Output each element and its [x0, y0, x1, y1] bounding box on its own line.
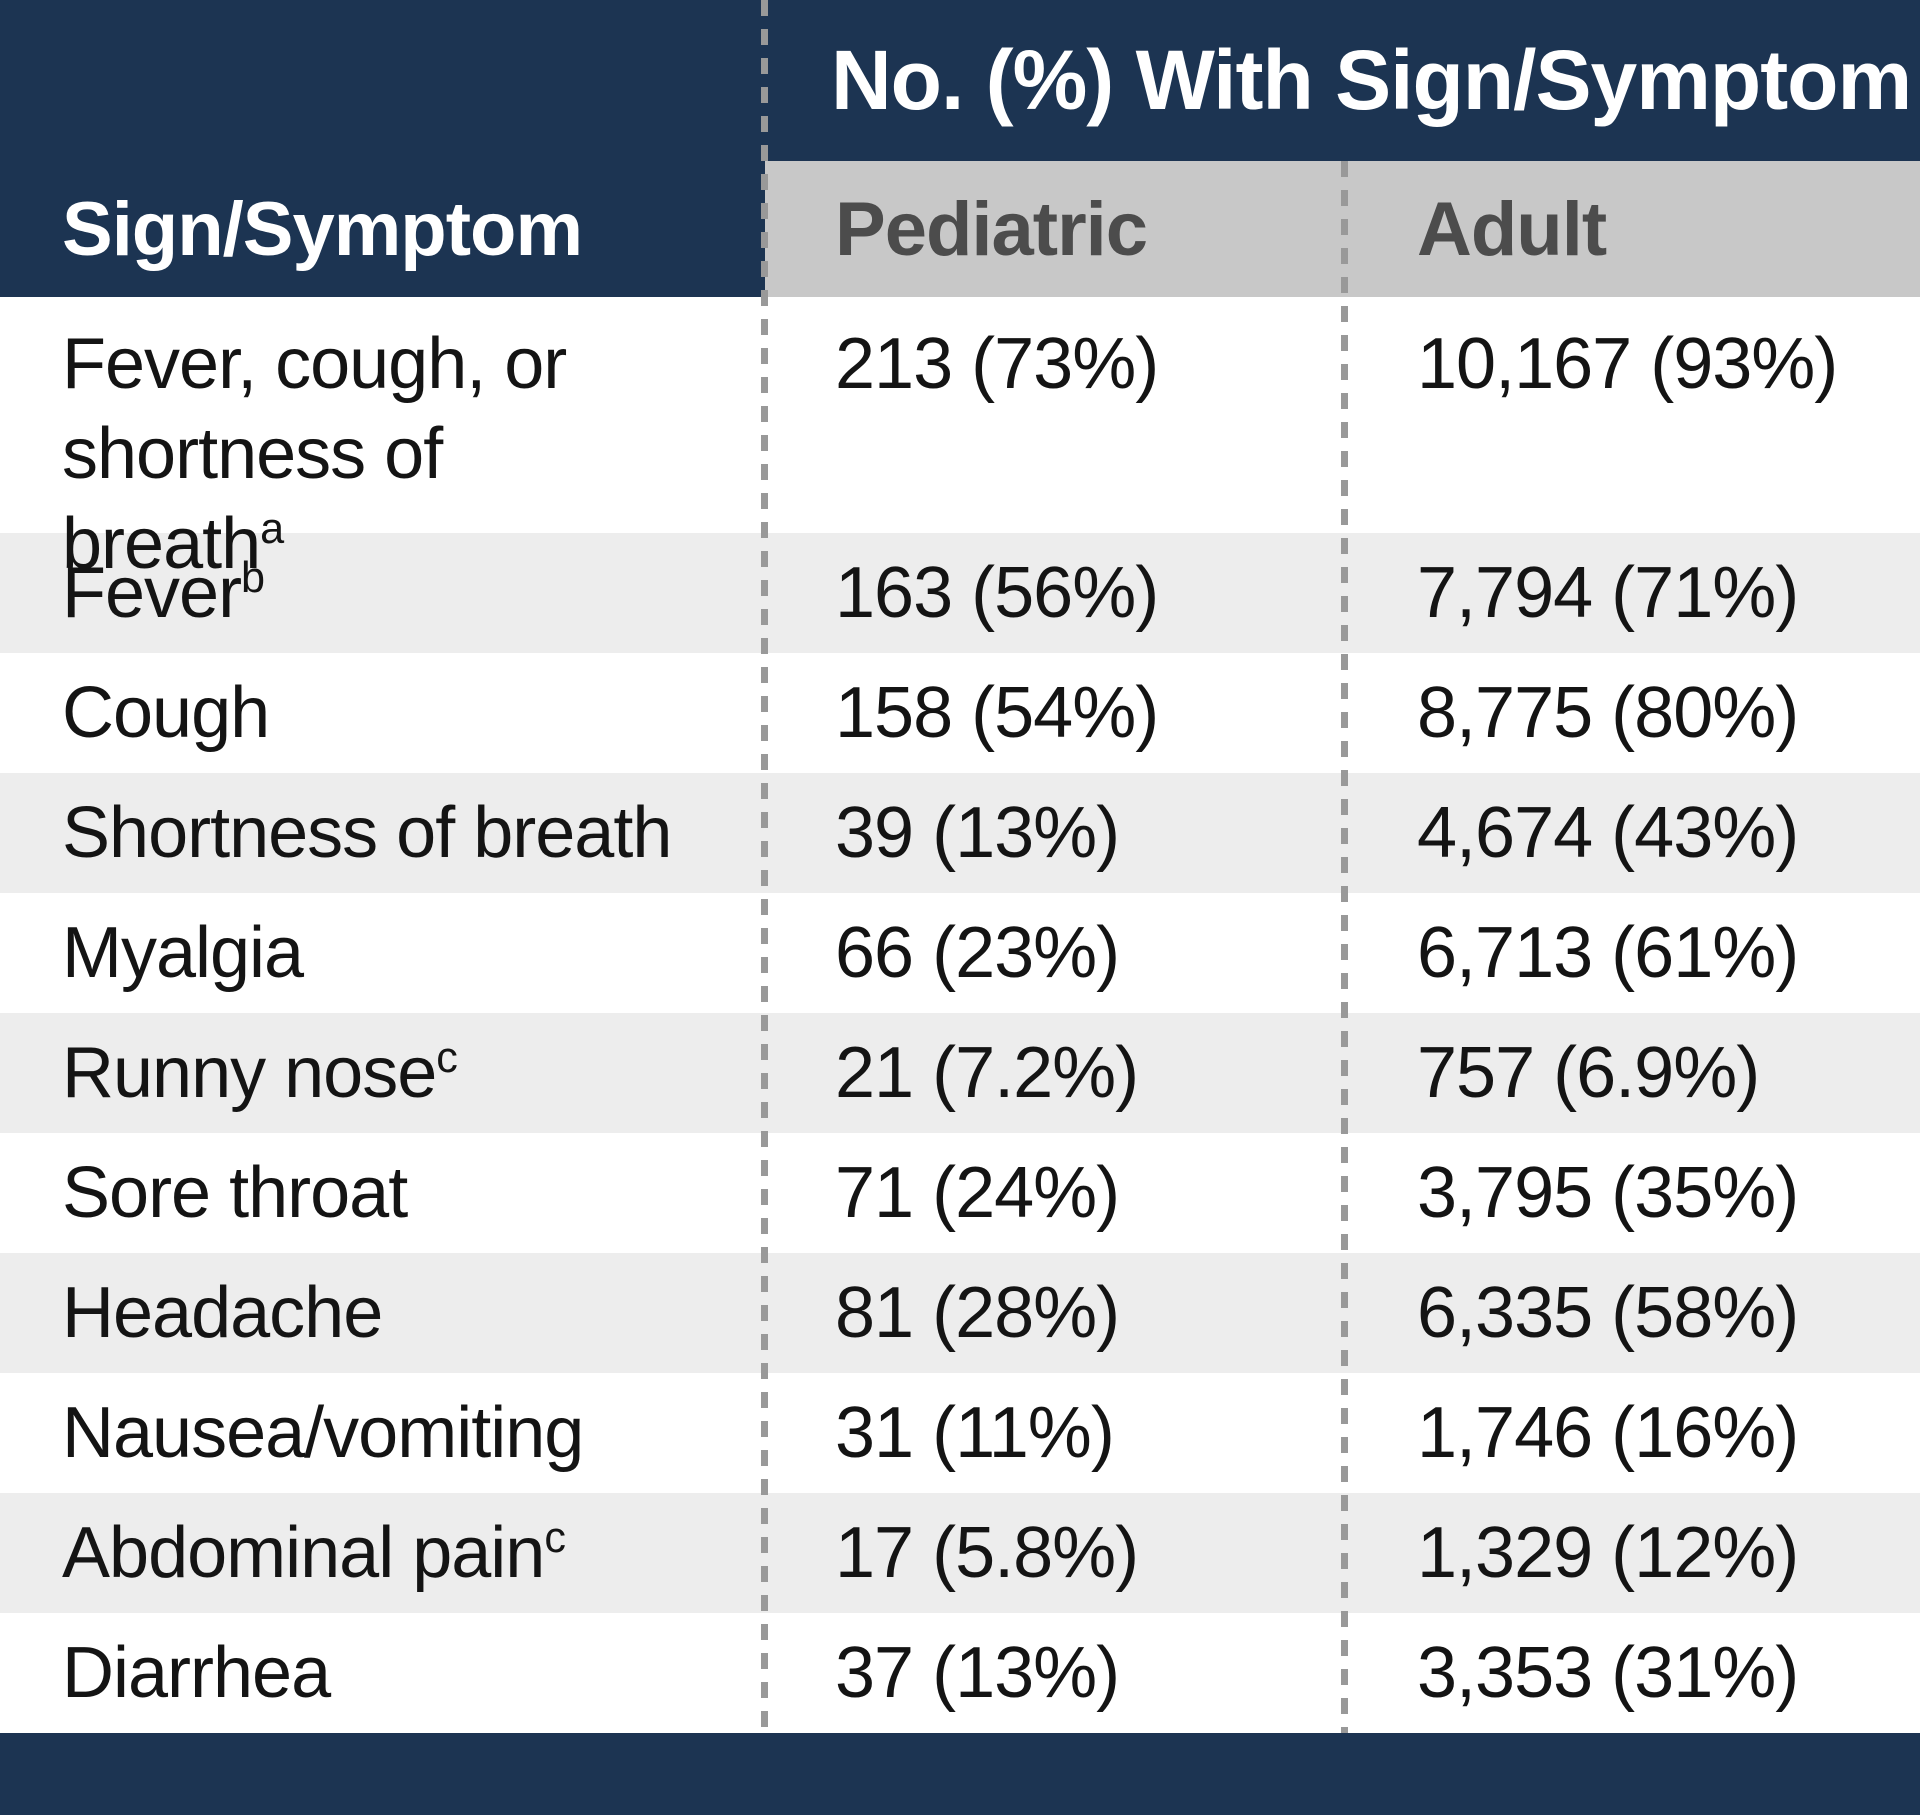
- pediatric-value: 31 (11%): [835, 1393, 1115, 1473]
- table-row: Diarrhea 37 (13%) 3,353 (31%): [0, 1613, 1920, 1733]
- pediatric-value: 37 (13%): [835, 1633, 1120, 1713]
- group-header-title: No. (%) With Sign/Symptom: [831, 33, 1912, 127]
- footnote-marker: c: [436, 1034, 458, 1082]
- adult-value: 1,746 (16%): [1417, 1393, 1799, 1473]
- symptom-label: Myalgia: [62, 913, 304, 993]
- column-divider-dashed-line: [1341, 161, 1348, 1733]
- symptom-label: Nausea/vomiting: [62, 1393, 584, 1473]
- pediatric-value: 81 (28%): [835, 1273, 1120, 1353]
- pediatric-value: 39 (13%): [835, 793, 1120, 873]
- table-row: Runny nosec 21 (7.2%) 757 (6.9%): [0, 1013, 1920, 1133]
- symptom-label: Cough: [62, 673, 270, 753]
- table-row: Nausea/vomiting 31 (11%) 1,746 (16%): [0, 1373, 1920, 1493]
- column-header-row: Sign/Symptom Pediatric Adult: [0, 161, 1920, 297]
- adult-value: 8,775 (80%): [1417, 673, 1799, 753]
- symptom-label: Fever, cough, or shortness of breatha: [62, 324, 567, 584]
- symptom-label: Headache: [62, 1273, 383, 1353]
- table-row: Fever, cough, or shortness of breatha 21…: [0, 297, 1920, 584]
- footnote-marker: a: [260, 505, 284, 553]
- adult-value: 3,353 (31%): [1417, 1633, 1799, 1713]
- adult-value: 3,795 (35%): [1417, 1153, 1799, 1233]
- table-row: Feverb 163 (56%) 7,794 (71%): [0, 533, 1920, 653]
- symptom-label: Sore throat: [62, 1153, 408, 1233]
- pediatric-value: 71 (24%): [835, 1153, 1120, 1233]
- adult-value: 757 (6.9%): [1417, 1033, 1760, 1113]
- table-group-header: No. (%) With Sign/Symptom: [0, 0, 1920, 161]
- adult-value: 4,674 (43%): [1417, 793, 1799, 873]
- footer-bar: [0, 1733, 1920, 1815]
- symptom-label: Shortness of breath: [62, 793, 672, 873]
- footnote-marker: c: [544, 1514, 566, 1562]
- table-row: Cough 158 (54%) 8,775 (80%): [0, 653, 1920, 773]
- pediatric-value: 66 (23%): [835, 913, 1120, 993]
- pediatric-value: 213 (73%): [835, 324, 1159, 404]
- column-header-adult: Adult: [1345, 161, 1920, 297]
- adult-value: 6,335 (58%): [1417, 1273, 1799, 1353]
- adult-value: 1,329 (12%): [1417, 1513, 1799, 1593]
- adult-value: 10,167 (93%): [1417, 324, 1838, 404]
- adult-value: 6,713 (61%): [1417, 913, 1799, 993]
- symptom-label: Abdominal painc: [62, 1513, 566, 1593]
- table-row: Abdominal painc 17 (5.8%) 1,329 (12%): [0, 1493, 1920, 1613]
- column-divider-dashed-line: [761, 0, 768, 1733]
- symptom-label: Feverb: [62, 553, 265, 633]
- pediatric-value: 158 (54%): [835, 673, 1159, 753]
- table-row: Myalgia 66 (23%) 6,713 (61%): [0, 893, 1920, 1013]
- pediatric-value: 17 (5.8%): [835, 1513, 1139, 1593]
- symptom-label: Diarrhea: [62, 1633, 331, 1713]
- table-row: Headache 81 (28%) 6,335 (58%): [0, 1253, 1920, 1373]
- table-row: Shortness of breath 39 (13%) 4,674 (43%): [0, 773, 1920, 893]
- symptom-label: Runny nosec: [62, 1033, 458, 1113]
- table-row: Sore throat 71 (24%) 3,795 (35%): [0, 1133, 1920, 1253]
- pediatric-value: 21 (7.2%): [835, 1033, 1139, 1113]
- column-header-pediatric: Pediatric: [765, 161, 1345, 297]
- column-header-sign-symptom: Sign/Symptom: [0, 161, 765, 297]
- footnote-marker: b: [241, 554, 265, 602]
- pediatric-value: 163 (56%): [835, 553, 1159, 633]
- adult-value: 7,794 (71%): [1417, 553, 1799, 633]
